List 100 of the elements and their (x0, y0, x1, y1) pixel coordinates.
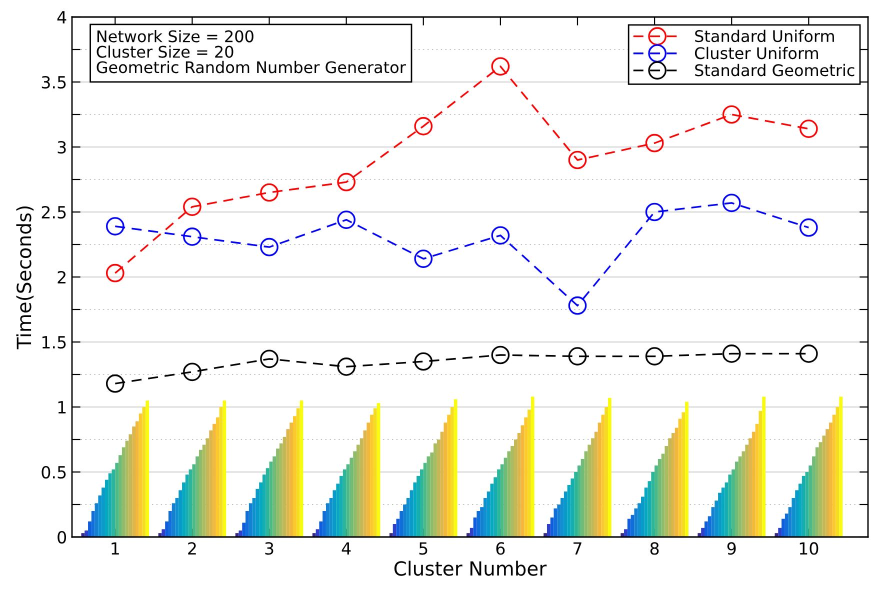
point (337, 358, 356, 376)
bar (728, 474, 732, 537)
bar (570, 478, 574, 537)
bar (436, 440, 440, 537)
point (568, 347, 587, 366)
bar (389, 533, 393, 537)
y-tick-label: 2 (58, 270, 66, 284)
y-tick-label: 3 (58, 140, 66, 154)
bar (353, 451, 356, 537)
bar (591, 438, 594, 537)
bar (808, 466, 812, 537)
bar (286, 429, 290, 537)
point (800, 120, 818, 138)
point (491, 346, 510, 364)
bar (350, 458, 354, 537)
point (800, 218, 818, 237)
point (491, 226, 510, 245)
bar (704, 521, 708, 537)
bar (738, 456, 742, 537)
bar (822, 436, 826, 537)
bar (812, 456, 816, 537)
x-tick-label: 7 (574, 542, 582, 555)
point (645, 134, 664, 152)
point (722, 105, 741, 124)
bar (423, 462, 427, 537)
bar (604, 407, 608, 537)
point (645, 347, 664, 366)
point (568, 296, 587, 315)
bar (88, 521, 92, 537)
bar (658, 459, 662, 537)
bar (248, 503, 252, 537)
bar (601, 414, 605, 537)
bar (682, 412, 686, 537)
bar (798, 484, 802, 537)
y-tick-label: 4 (57, 11, 66, 24)
y-tick-label: 0 (58, 530, 66, 544)
bar (162, 529, 166, 537)
x-axis-title: Cluster Number (394, 560, 547, 576)
bar (342, 469, 346, 537)
bar (373, 408, 377, 537)
bar (721, 488, 725, 537)
y-axis-title: Time(Seconds) (16, 206, 34, 350)
x-tick-label: 3 (265, 542, 274, 555)
bar (748, 438, 752, 537)
bar (322, 511, 326, 537)
bar (544, 533, 547, 537)
bar (81, 533, 85, 537)
bar (815, 447, 819, 537)
bar (279, 443, 283, 537)
bar (550, 518, 554, 537)
x-tick-label: 8 (650, 542, 659, 555)
bar (138, 414, 142, 537)
bar (192, 464, 196, 537)
bar (476, 511, 480, 537)
bar (782, 518, 785, 537)
point (800, 344, 818, 363)
bar (430, 452, 434, 537)
x-tick-label: 5 (419, 542, 428, 555)
point (414, 250, 433, 268)
bar (778, 528, 782, 537)
point (414, 117, 433, 136)
bar (608, 398, 612, 537)
bar (209, 430, 213, 537)
bar (447, 414, 451, 537)
y-tick-label: 3.5 (42, 76, 66, 89)
bar (802, 476, 806, 537)
point (414, 352, 433, 371)
bar (319, 521, 323, 537)
bar (546, 524, 550, 537)
bar (115, 462, 119, 537)
bar (450, 407, 454, 537)
bar (557, 504, 561, 537)
x-tick-label: 2 (188, 542, 196, 555)
y-tick-label: 1.5 (42, 336, 66, 349)
bar (497, 469, 500, 537)
bar (624, 529, 628, 537)
bar (500, 464, 504, 537)
bar (494, 477, 498, 537)
bar (517, 433, 521, 537)
bar (466, 533, 470, 537)
bar (832, 414, 836, 537)
bar (644, 488, 648, 537)
bar (360, 438, 364, 537)
point (337, 210, 356, 229)
bar (758, 410, 762, 537)
bar (480, 507, 484, 537)
bar (235, 533, 239, 537)
y-tick-label: 0.5 (42, 466, 66, 479)
point (337, 172, 356, 192)
bar (216, 417, 220, 537)
x-tick-label: 1 (112, 542, 119, 555)
bar (168, 511, 172, 537)
bar (146, 400, 150, 537)
bar (91, 511, 95, 537)
bar (312, 533, 316, 537)
bar (762, 396, 766, 537)
bar (594, 432, 598, 537)
bar (276, 448, 280, 537)
bar (698, 533, 702, 537)
bar (104, 480, 108, 537)
